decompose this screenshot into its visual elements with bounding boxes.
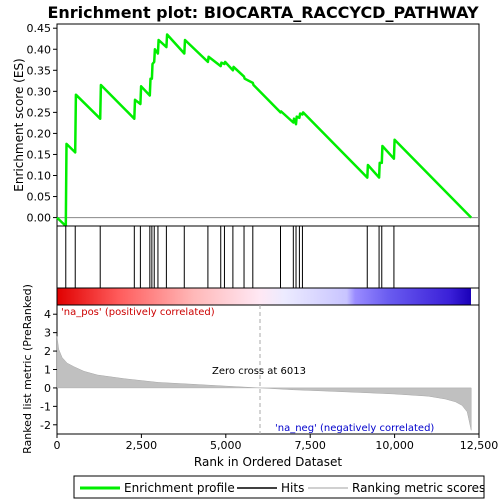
metric-ytick-label: -1 <box>40 400 51 413</box>
rank-color-bar <box>56 287 480 306</box>
legend-label-enrichment: Enrichment profile <box>124 481 235 495</box>
x-tick-label: 2,500 <box>126 439 158 452</box>
es-ytick-label: 0.20 <box>27 127 52 140</box>
es-panel: 0.00 0.05 0.10 0.15 0.20 0.25 0.30 0.35 0.40 0.45… <box>12 22 480 228</box>
hits-layer <box>65 226 395 288</box>
hits-panel <box>56 225 480 289</box>
metric-ytick-label: 0 <box>44 382 51 395</box>
metric-ytick-label: -2 <box>40 419 51 432</box>
es-ytick-label: 0.45 <box>27 22 52 35</box>
x-tick-label: 0 <box>54 439 61 452</box>
metric-ytick-layer: -2 -1 0 1 2 3 4 <box>40 308 57 432</box>
legend: Enrichment profile Hits Ranking metric s… <box>73 475 485 499</box>
metric-panel: -2 -1 0 1 2 3 4 'na_pos' (positively correlate… <box>21 284 480 454</box>
x-axis-label: Rank in Ordered Dataset <box>194 455 342 469</box>
x-tick-label: 10,000 <box>375 439 414 452</box>
metric-ytick-label: 4 <box>44 308 51 321</box>
x-tick-label: 7,500 <box>294 439 326 452</box>
zero-cross-label: Zero cross at 6013 <box>212 366 306 377</box>
neg-label: 'na_neg' (negatively correlated) <box>275 423 434 434</box>
chart-title: Enrichment plot: BIOCARTA_RACCYCD_PATHWA… <box>47 3 478 22</box>
x-tick-label: 5,000 <box>210 439 242 452</box>
es-ylabel: Enrichment score (ES) <box>12 58 26 191</box>
hits-area <box>56 225 480 289</box>
legend-label-metric: Ranking metric scores <box>352 481 485 495</box>
metric-ytick-label: 1 <box>44 364 51 377</box>
metric-ylabel: Ranked list metric (PreRanked) <box>21 284 34 454</box>
es-ytick-label: 0.00 <box>27 212 52 225</box>
metric-ytick-label: 2 <box>44 345 51 358</box>
rank-color-gradient <box>57 288 471 305</box>
es-ytick-label: 0.40 <box>27 43 52 56</box>
es-ytick-layer: 0.00 0.05 0.10 0.15 0.20 0.25 0.30 0.35 0.40 0.45 <box>27 22 57 225</box>
es-ytick-label: 0.35 <box>27 64 52 77</box>
es-ytick-label: 0.15 <box>27 148 52 161</box>
metric-ytick-label: 3 <box>44 327 51 340</box>
x-tick-layer: 0 2,500 5,000 7,500 10,000 12,500 <box>54 434 499 452</box>
x-tick-label: 12,500 <box>460 439 499 452</box>
es-ytick-label: 0.05 <box>27 191 52 204</box>
ranking-metric-area <box>56 336 472 431</box>
es-ytick-label: 0.25 <box>27 106 52 119</box>
pos-label: 'na_pos' (positively correlated) <box>61 307 215 318</box>
es-ytick-label: 0.30 <box>27 85 52 98</box>
enrichment-profile-line <box>56 33 473 228</box>
es-plot-area <box>56 23 480 227</box>
es-ytick-label: 0.10 <box>27 170 52 183</box>
legend-label-hits: Hits <box>281 481 304 495</box>
metric-plot-area <box>56 304 480 435</box>
x-axis: 0 2,500 5,000 7,500 10,000 12,500 Rank in Ord… <box>54 434 499 469</box>
legend-box <box>73 475 485 499</box>
